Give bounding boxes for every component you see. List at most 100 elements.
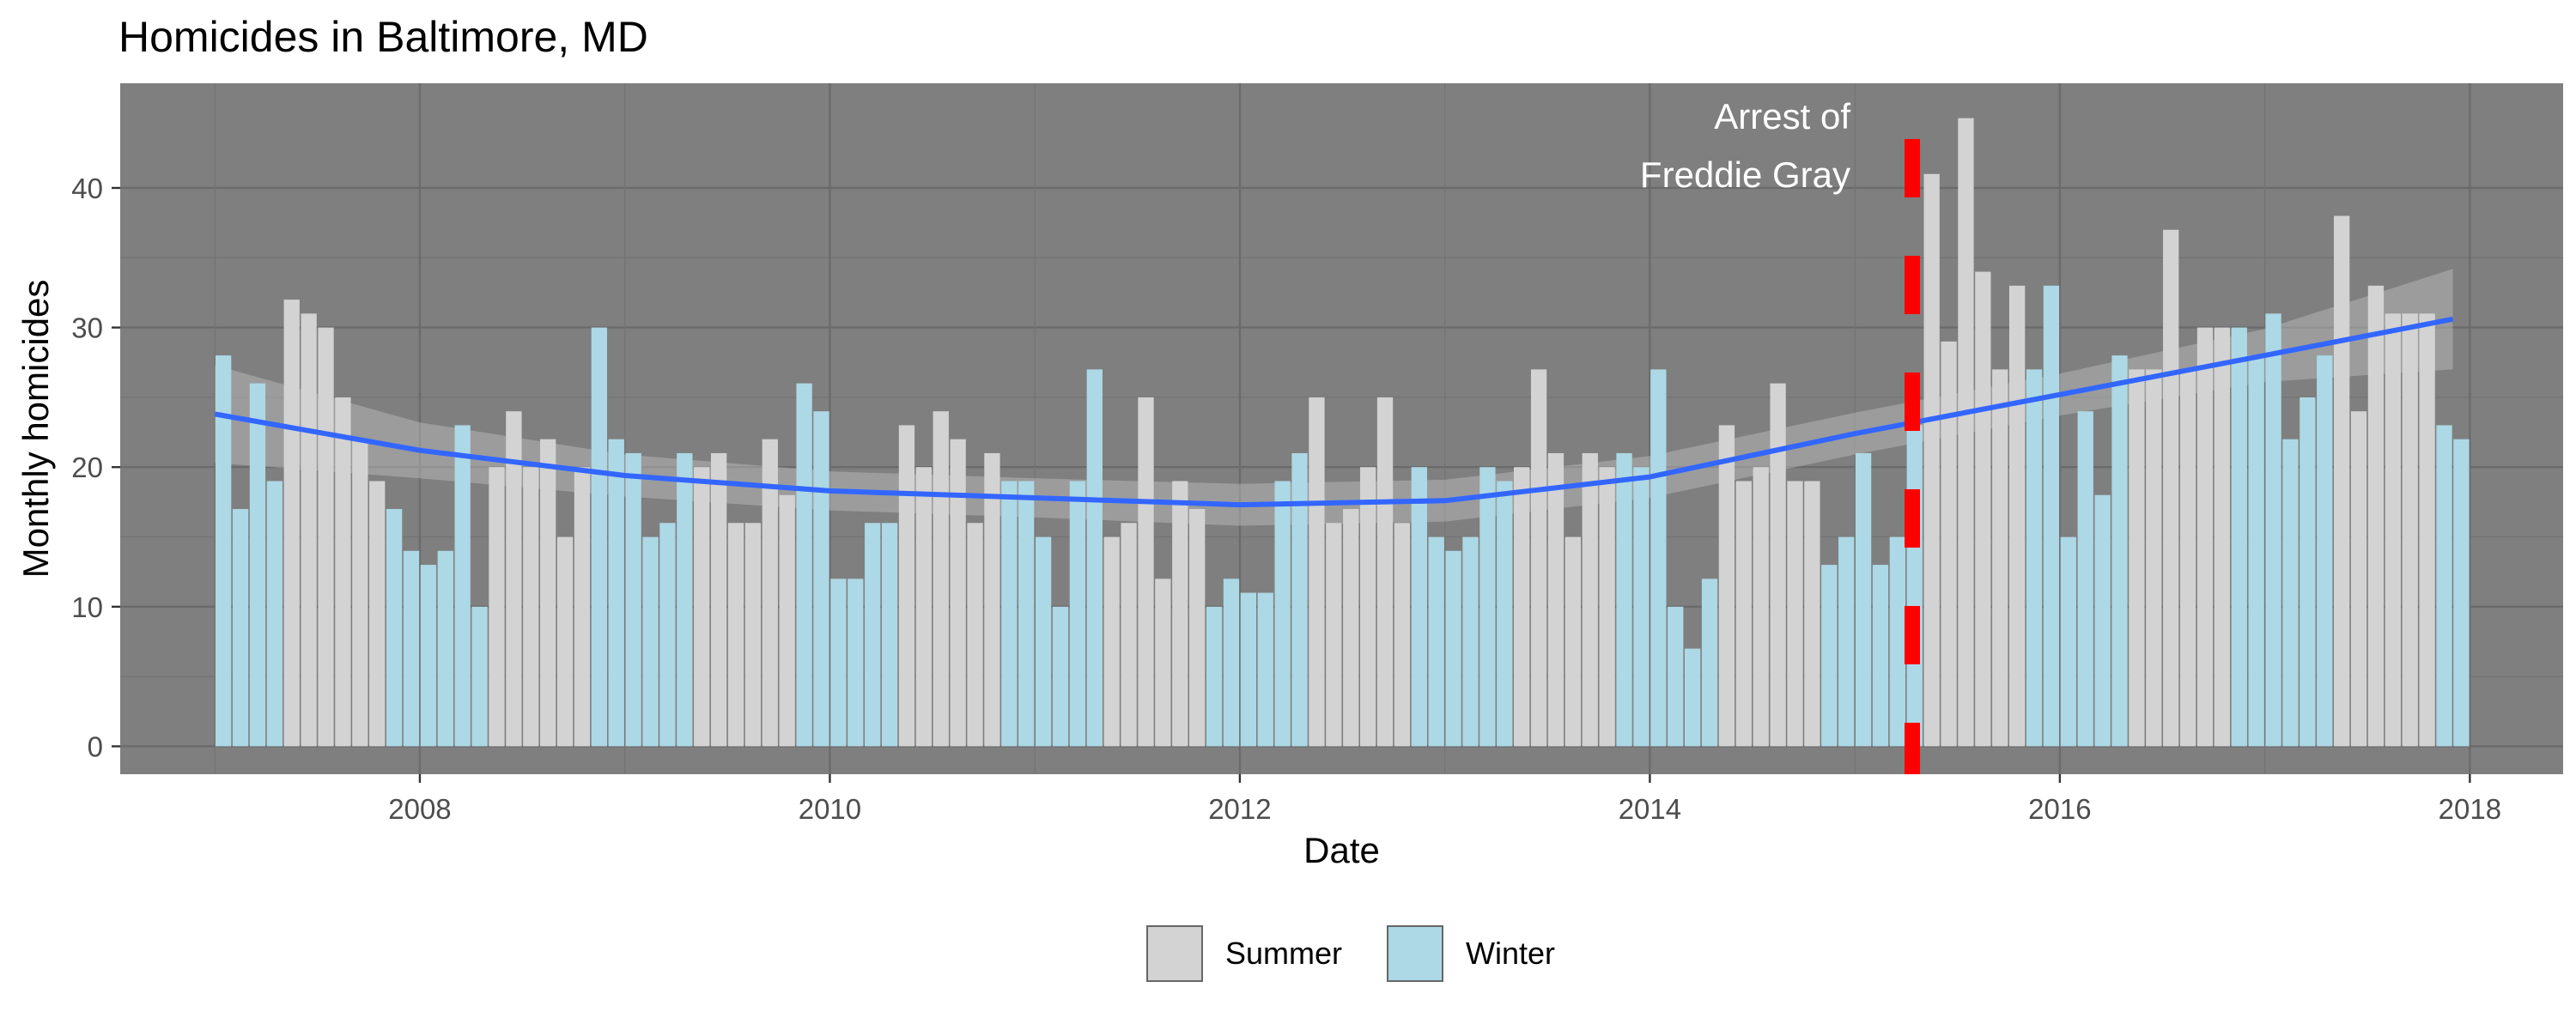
bar-2012-04 [1291, 452, 1308, 747]
bar-2016-02 [2077, 411, 2093, 747]
bar-2011-03 [1069, 481, 1086, 747]
bar-2010-02 [848, 579, 864, 747]
chart-title: Homicides in Baltimore, MD [118, 13, 648, 61]
bar-2017-07 [2367, 285, 2385, 747]
bar-2015-11 [2026, 369, 2043, 747]
bar-2014-08 [1770, 383, 1786, 747]
bar-2010-06 [915, 467, 933, 747]
bar-2015-03 [1889, 536, 1906, 747]
bar-2014-03 [1684, 648, 1701, 747]
bar-2017-05 [2334, 215, 2350, 747]
bar-2007-07 [318, 327, 334, 747]
bar-2012-09 [1376, 397, 1394, 747]
bar-2011-10 [1189, 509, 1206, 747]
bar-2015-07 [1958, 118, 1974, 747]
bar-2014-05 [1718, 425, 1735, 747]
bar-2008-06 [506, 411, 522, 747]
bar-2008-12 [608, 439, 624, 747]
bar-2007-11 [386, 509, 403, 747]
trend-layer [214, 316, 2454, 508]
bar-2009-01 [625, 452, 641, 747]
annotation-layer: Arrest of Freddie Gray [1640, 96, 1921, 774]
legend-label-summer: Summer [1225, 936, 1343, 971]
bar-2009-11 [796, 383, 812, 747]
bar-2012-05 [1309, 397, 1325, 747]
y-tick-label: 20 [71, 451, 103, 483]
bar-2015-05 [1923, 173, 1940, 747]
bar-2010-05 [898, 425, 915, 747]
bar-2016-10 [2214, 327, 2231, 747]
bar-2014-07 [1753, 467, 1769, 747]
legend-swatch-winter [1387, 925, 1444, 982]
bar-2012-08 [1359, 467, 1376, 747]
bar-2017-03 [2300, 397, 2316, 747]
legend-label-winter: Winter [1466, 936, 1556, 971]
legend: Summer Winter [1146, 925, 1600, 982]
bar-2015-12 [2043, 285, 2060, 747]
bar-2017-06 [2350, 411, 2367, 747]
bar-2017-08 [2385, 313, 2401, 747]
bar-2013-12 [1633, 467, 1649, 747]
bar-2010-04 [881, 523, 898, 747]
bar-2012-01 [1240, 592, 1257, 747]
bar-2017-01 [2265, 313, 2281, 747]
bar-2007-02 [232, 509, 249, 747]
bar-2009-12 [813, 411, 829, 747]
bar-2011-07 [1138, 397, 1154, 747]
bar-2015-09 [1992, 369, 2008, 747]
bar-2007-08 [335, 397, 351, 747]
bar-2010-11 [1001, 481, 1018, 747]
bar-2007-04 [266, 481, 283, 747]
bar-2008-08 [540, 439, 556, 747]
bar-2010-08 [950, 439, 966, 747]
bar-2012-12 [1428, 536, 1444, 747]
annotation-text-line: Freddie Gray [1640, 154, 1850, 195]
bar-2008-02 [437, 550, 453, 747]
bar-2008-10 [574, 467, 591, 747]
y-tick-label: 40 [71, 173, 103, 204]
bar-2013-05 [1514, 467, 1530, 747]
bar-2008-05 [489, 467, 505, 747]
bar-2007-09 [352, 439, 368, 747]
bar-2012-10 [1394, 523, 1411, 747]
bar-2008-03 [454, 425, 471, 747]
bar-2014-02 [1668, 606, 1684, 747]
bar-2013-04 [1497, 481, 1513, 747]
bar-2015-08 [1975, 271, 1991, 747]
bar-2016-09 [2196, 327, 2214, 747]
bar-2011-06 [1121, 523, 1137, 747]
x-tick-label: 2010 [799, 793, 861, 825]
bar-2013-11 [1616, 452, 1632, 747]
bar-2007-10 [369, 481, 386, 747]
bar-2008-11 [591, 327, 608, 747]
legend-entry-summer: Summer [1146, 925, 1342, 982]
bar-2015-04 [1906, 425, 1923, 747]
bar-2016-04 [2111, 355, 2128, 747]
bar-2014-06 [1735, 481, 1752, 747]
legend-entry-winter: Winter [1387, 925, 1555, 982]
axis-layer: 0 10 20 30 40 2008 2010 2012 2014 2016 2018 Date Mon… [15, 173, 2501, 870]
bar-2015-01 [1855, 452, 1872, 747]
y-tick-label: 30 [71, 312, 103, 344]
bar-2015-02 [1872, 565, 1889, 747]
annotation-text-line: Arrest of [1714, 96, 1850, 136]
bar-2012-11 [1411, 467, 1427, 747]
bar-2014-12 [1838, 536, 1855, 747]
bar-2014-11 [1821, 565, 1838, 747]
bar-2007-06 [301, 313, 317, 747]
bar-2010-03 [865, 523, 881, 747]
bar-2010-09 [967, 523, 983, 747]
bar-2016-11 [2231, 327, 2247, 747]
bar-2009-09 [762, 439, 778, 747]
bar-2010-12 [1018, 481, 1035, 747]
bar-2016-12 [2248, 355, 2264, 747]
bar-2007-01 [216, 355, 232, 747]
bar-2011-05 [1103, 536, 1120, 747]
y-tick-label: 10 [71, 591, 103, 623]
bar-2014-01 [1650, 369, 1667, 747]
legend-swatch-summer [1146, 925, 1203, 982]
bar-2010-01 [830, 579, 847, 747]
bar-2011-08 [1155, 579, 1171, 747]
bar-2012-06 [1326, 523, 1342, 747]
